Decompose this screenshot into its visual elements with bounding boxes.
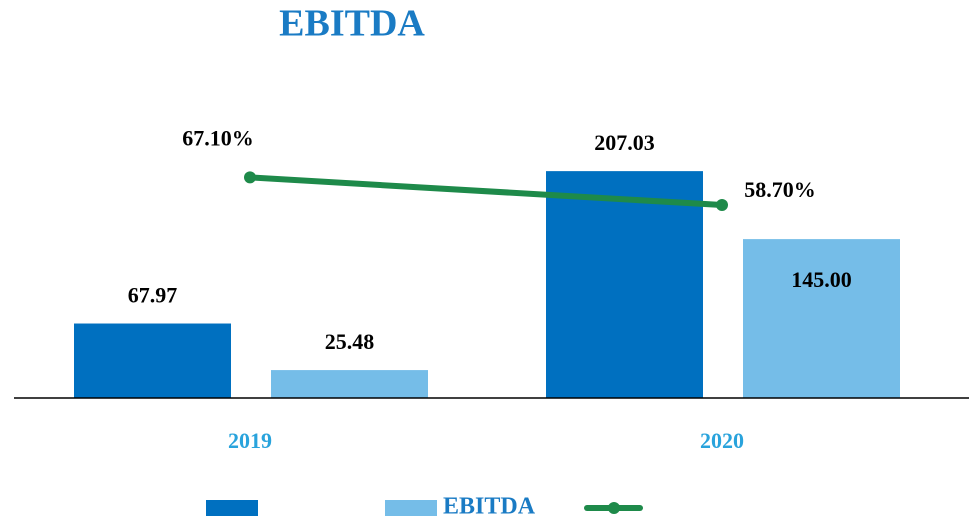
line: [247, 174, 725, 209]
data-label: 25.48: [325, 329, 375, 354]
data-label: 67.10%: [182, 125, 254, 150]
x-tick-label: 2020: [700, 428, 744, 453]
chart-title: EBITDA: [279, 3, 425, 45]
data-label: 58.70%: [744, 177, 816, 202]
x-tick-label: 2019: [228, 428, 272, 453]
bar: [271, 370, 428, 398]
data-label: 67.97: [128, 283, 178, 308]
bar: [546, 171, 703, 398]
line-point: [244, 171, 256, 184]
data-label: 145.00: [791, 267, 852, 292]
legend-swatch: [385, 500, 437, 516]
legend-label: EBITDA: [443, 494, 536, 520]
bar: [743, 239, 900, 398]
legend-marker: [608, 502, 620, 514]
bar: [74, 323, 231, 398]
legend-swatch: [206, 500, 258, 516]
data-label: 207.03: [594, 130, 655, 155]
line-point: [716, 199, 728, 212]
